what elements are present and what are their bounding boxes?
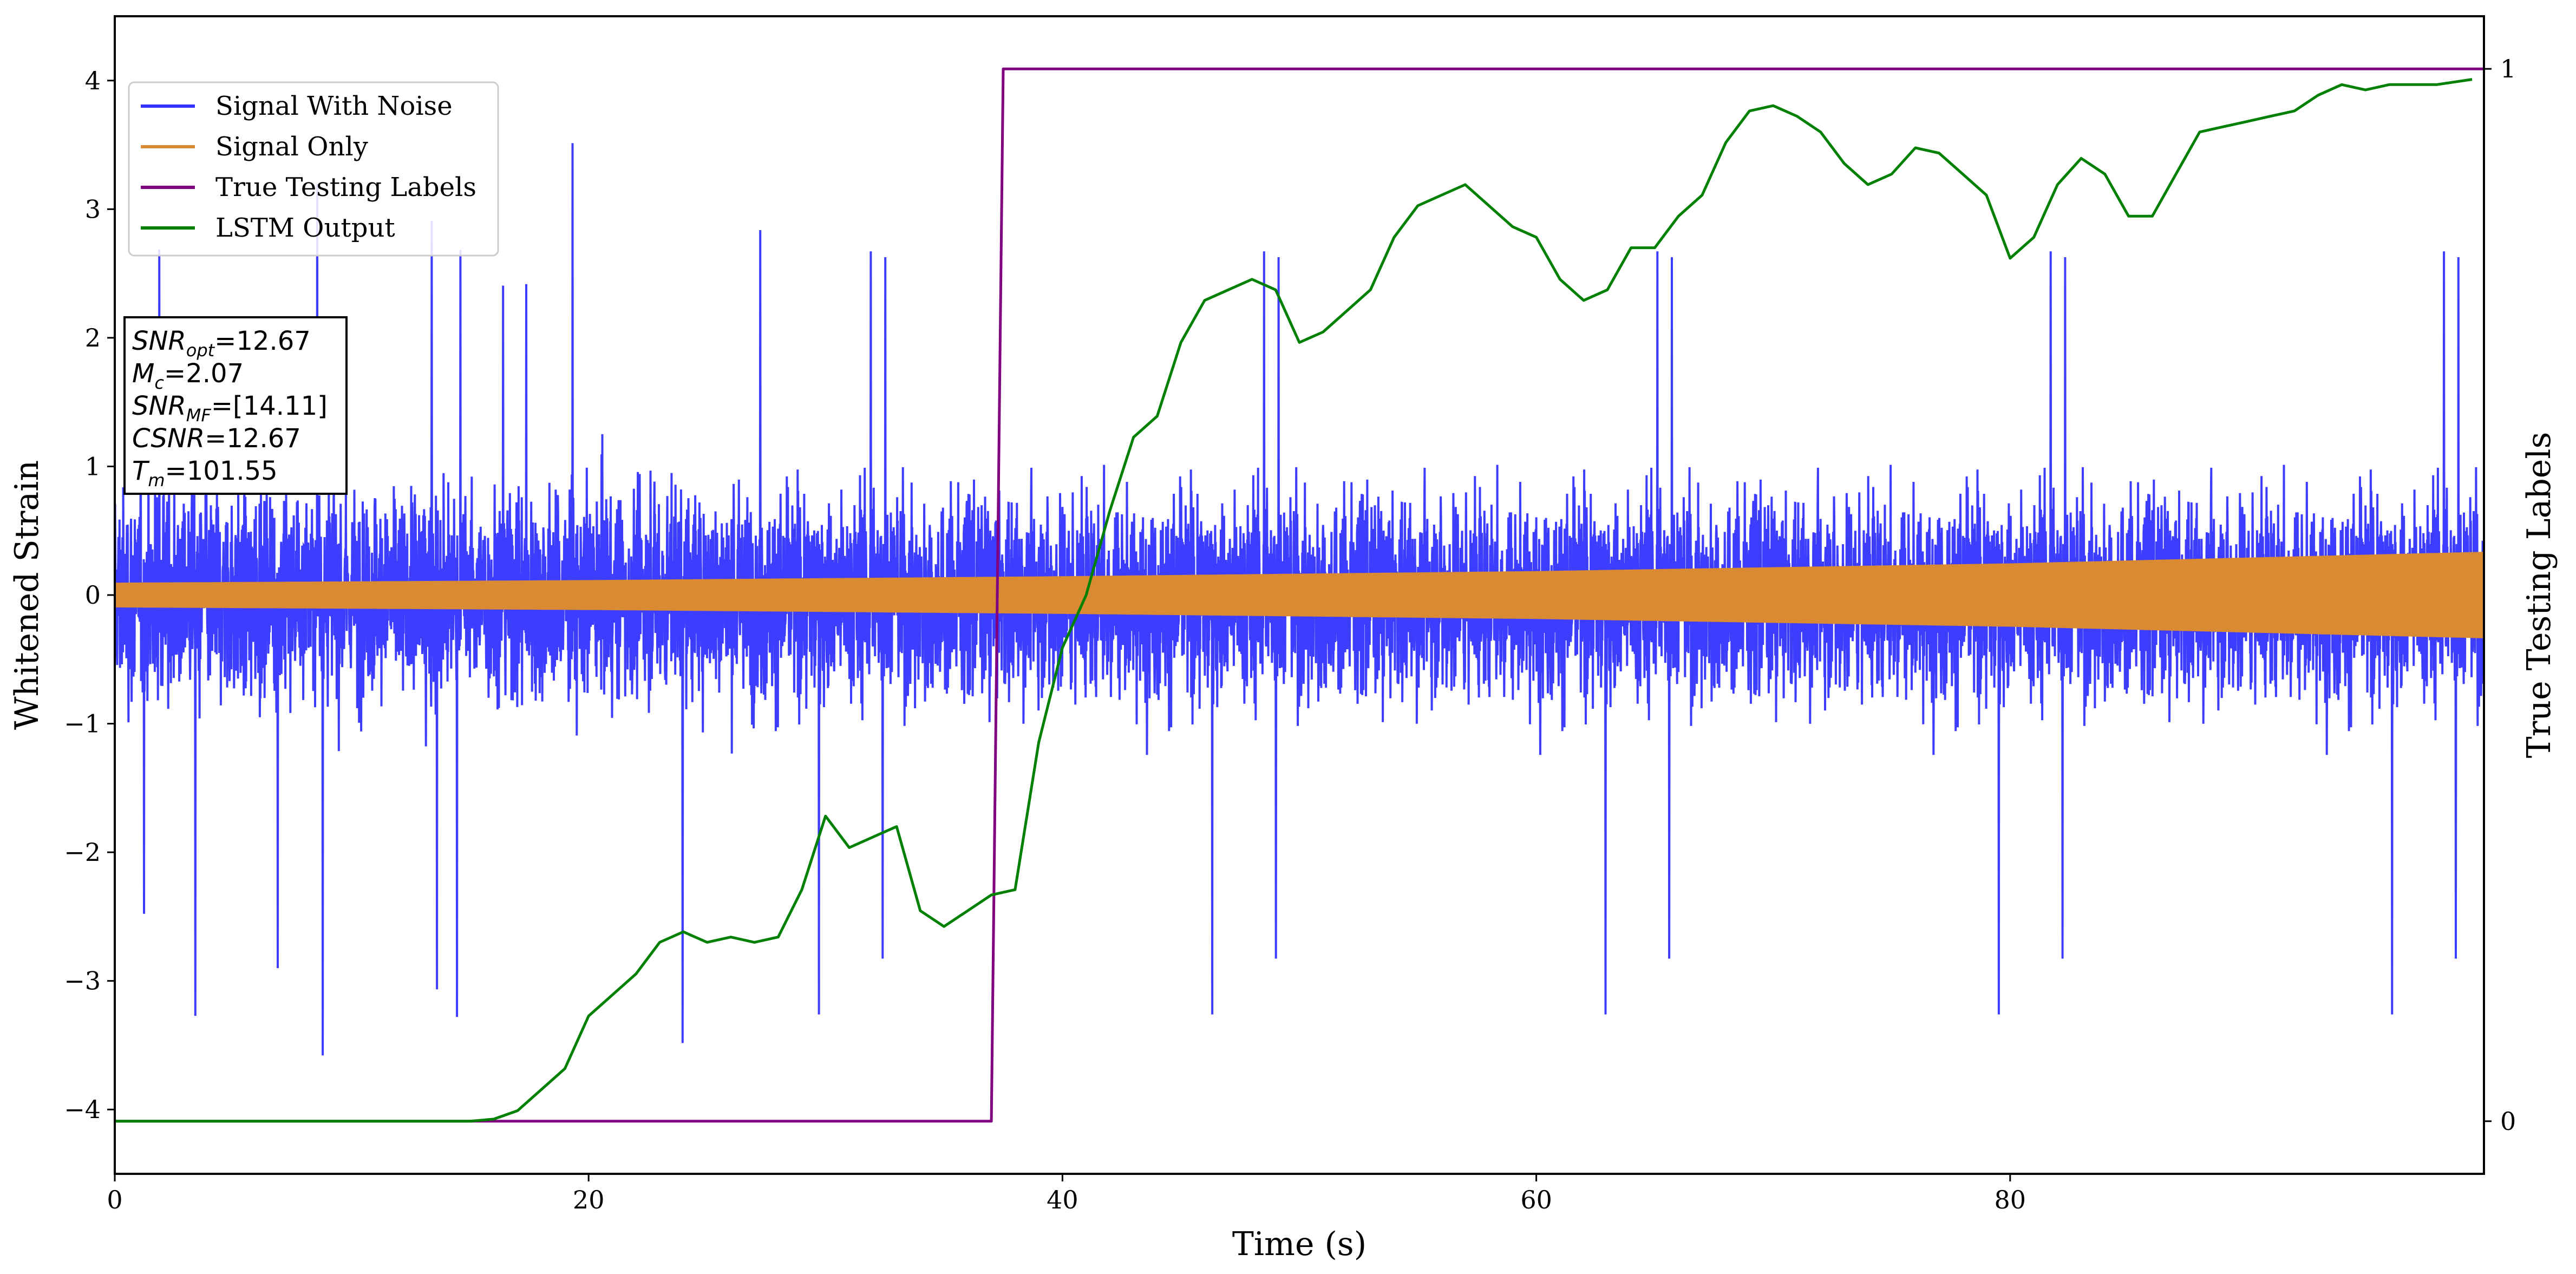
signal-only-band bbox=[115, 552, 2484, 638]
y2-tick-label: 1 bbox=[2500, 54, 2516, 83]
info-line: SNRopt=12.67 bbox=[132, 326, 311, 361]
x-tick-label: 0 bbox=[107, 1185, 122, 1214]
info-box-frame bbox=[123, 316, 348, 495]
y-axis-title: Whitened Strain bbox=[8, 460, 46, 730]
y-tick-label: 2 bbox=[85, 323, 101, 352]
legend-item: LSTM Output bbox=[141, 213, 395, 243]
info-line: CSNR=12.67 bbox=[132, 423, 301, 454]
y-tick-label: 0 bbox=[85, 580, 101, 610]
signal-only-series bbox=[115, 552, 2484, 638]
legend-label: Signal Only bbox=[215, 132, 368, 162]
x-axis-title: Time (s) bbox=[1232, 1225, 1367, 1263]
y-tick-label: −2 bbox=[64, 838, 101, 867]
legend-label: True Testing Labels bbox=[215, 172, 476, 202]
lstm-output-series bbox=[115, 78, 2473, 1123]
legend-item: Signal Only bbox=[141, 132, 368, 162]
info-line: Tm=101.55 bbox=[132, 456, 278, 491]
legend-label: LSTM Output bbox=[215, 213, 395, 243]
x-tick-label: 60 bbox=[1520, 1185, 1552, 1214]
x-tick-label: 20 bbox=[573, 1185, 605, 1214]
y-tick-label: 1 bbox=[85, 452, 101, 481]
y-tick-label: −1 bbox=[64, 709, 101, 739]
x-tick-label: 80 bbox=[1995, 1185, 2026, 1214]
true-testing-labels-series bbox=[115, 67, 2484, 1123]
legend-item: True Testing Labels bbox=[141, 172, 476, 202]
y2-tick-label: 0 bbox=[2500, 1107, 2516, 1136]
info-line: Mc=2.07 bbox=[132, 358, 244, 393]
legend: Signal With Noise Signal Only True Testing… bbox=[128, 81, 499, 257]
y-tick-label: −4 bbox=[64, 1095, 101, 1124]
true-testing-labels-line bbox=[115, 67, 2484, 1123]
legend-frame bbox=[128, 81, 499, 257]
info-box: SNRopt=12.67Mc=2.07SNRMF=[14.11]CSNR=12.… bbox=[123, 316, 348, 495]
y-tick-label: 4 bbox=[85, 66, 101, 95]
legend-label: Signal With Noise bbox=[215, 91, 453, 121]
info-line: SNRMF=[14.11] bbox=[132, 391, 328, 426]
y2-axis-title: True Testing Labels bbox=[2520, 432, 2558, 759]
y-tick-label: 3 bbox=[85, 194, 101, 224]
lstm-output-line bbox=[115, 78, 2473, 1123]
legend-item: Signal With Noise bbox=[141, 91, 453, 121]
x-tick-label: 40 bbox=[1047, 1185, 1078, 1214]
y-tick-label: −3 bbox=[64, 966, 101, 996]
